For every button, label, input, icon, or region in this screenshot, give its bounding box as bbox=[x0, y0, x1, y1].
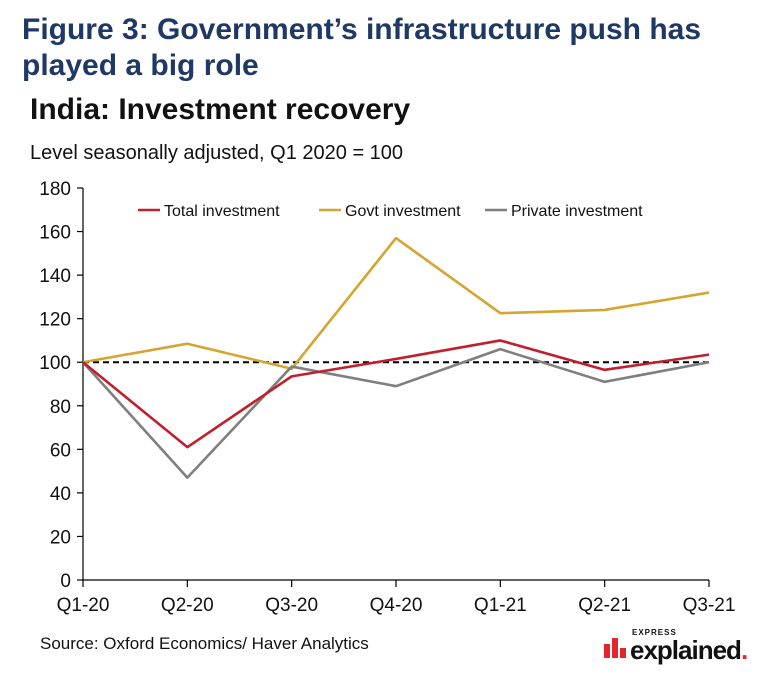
x-tick-label: Q4-20 bbox=[370, 595, 423, 616]
y-tick-label: 160 bbox=[39, 223, 71, 244]
y-tick-label: 100 bbox=[39, 353, 71, 374]
chart-subtitle: Level seasonally adjusted, Q1 2020 = 100 bbox=[30, 142, 404, 164]
y-tick-label: 60 bbox=[50, 440, 71, 461]
x-tick-label: Q3-20 bbox=[265, 595, 318, 616]
legend-label: Private investment bbox=[511, 203, 643, 220]
brand-word: explained bbox=[630, 635, 742, 665]
x-tick-label: Q2-20 bbox=[161, 595, 214, 616]
x-tick-label: Q1-20 bbox=[57, 595, 110, 616]
series-line-total-investment bbox=[82, 339, 710, 449]
series-line-govt-investment bbox=[82, 236, 710, 371]
express-logo-icon bbox=[604, 638, 626, 658]
brand-small-text: EXPRESS bbox=[632, 628, 677, 637]
line-chart: 0 20 40 60 80 100 120 140 160 180 Q1-20 Q2-20 Q3-20 Q… bbox=[39, 179, 736, 616]
brand-main-text: explained. bbox=[630, 634, 748, 666]
legend-label: Total investment bbox=[164, 203, 280, 220]
brand-dot: . bbox=[740, 635, 748, 665]
y-tick-label: 140 bbox=[39, 266, 71, 287]
y-tick-label: 80 bbox=[50, 397, 71, 418]
x-tick-label: Q2-21 bbox=[578, 595, 631, 616]
legend-label: Govt investment bbox=[345, 203, 461, 220]
y-tick-label: 40 bbox=[50, 484, 71, 505]
y-tick-label: 0 bbox=[60, 571, 71, 592]
x-tick-label: Q1-21 bbox=[474, 595, 527, 616]
figure-title: Figure 3: Government’s infrastructure pu… bbox=[22, 13, 702, 82]
source-note: Source: Oxford Economics/ Haver Analytic… bbox=[40, 634, 369, 653]
explained-logo: EXPRESS explained. bbox=[602, 626, 752, 670]
y-tick-label: 20 bbox=[50, 527, 71, 548]
chart-title: India: Investment recovery bbox=[30, 93, 411, 126]
x-tick-label: Q3-21 bbox=[683, 595, 736, 616]
y-tick-label: 180 bbox=[39, 179, 71, 200]
y-tick-label: 120 bbox=[39, 310, 71, 331]
